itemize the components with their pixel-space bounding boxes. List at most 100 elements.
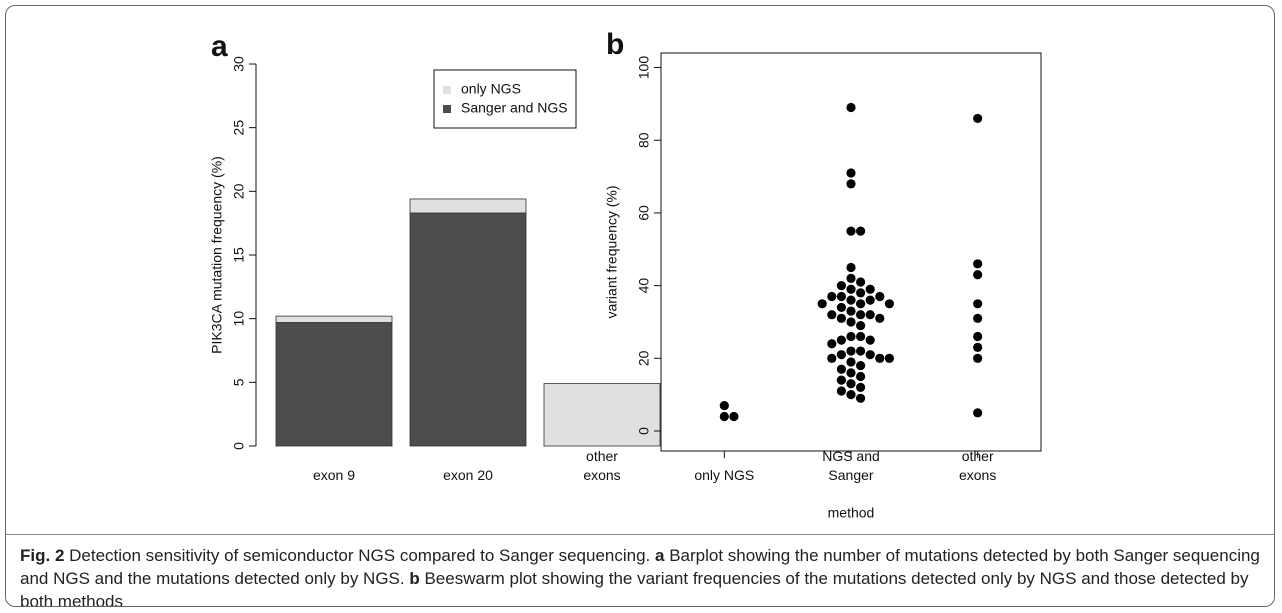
caption-part-label: b [409,569,420,588]
point [846,168,856,178]
caption-part-text: Beeswarm plot showing the variant freque… [20,569,1249,607]
point [836,335,847,345]
point [973,113,983,124]
legend-label: only NGS [461,81,521,97]
point [856,393,866,403]
bar-segment [275,315,393,323]
point [856,382,866,392]
point [973,342,983,353]
y-tick-label: 100 [636,56,652,80]
y-tick-label: 20 [231,183,247,199]
caption-intro: Detection sensitivity of semiconductor N… [69,546,651,565]
point [875,291,885,302]
figure: a PIK3CA mutation frequency (%) 0 5 10 15 20 25… [5,5,1275,607]
caption-label: Fig. 2 [20,546,65,565]
point [836,375,847,385]
y-tick-label: 20 [636,350,652,366]
y-tick-label: 40 [636,278,652,294]
point [865,284,875,294]
point [875,313,885,323]
point [836,291,847,302]
point [856,226,866,236]
caption: Fig. 2 Detection sensitivity of semicond… [20,544,1270,607]
point [865,350,875,360]
y-tick-label: 60 [636,205,652,221]
point [846,379,856,389]
y-axis-label: variant frequency (%) [604,185,620,318]
point [856,277,866,287]
y-axis-label: PIK3CA mutation frequency (%) [209,156,225,354]
point [973,331,983,342]
point [836,350,847,360]
point [836,302,847,313]
x-tick-label: other exons [959,448,996,483]
point [865,310,875,320]
y-tick-label: 15 [231,247,247,263]
point [846,317,856,327]
y-tick-label: 0 [636,427,652,435]
legend-swatch [443,86,451,94]
point [875,353,885,363]
point [836,386,847,396]
point [846,102,856,113]
x-tick-label: only NGS [694,467,754,483]
point [846,346,856,356]
point [856,346,866,356]
bar-segment [275,322,393,447]
point [846,368,856,378]
point [973,270,983,280]
point [719,400,729,411]
point [846,179,856,189]
y-tick-label: 0 [231,442,247,450]
point [856,310,866,320]
point [856,331,866,342]
bar-segment [409,198,527,214]
bar-segment [543,383,661,447]
point [827,291,837,302]
point [846,390,856,400]
point [973,353,983,363]
point [865,335,875,345]
point [836,281,847,291]
point [856,371,866,382]
point [719,411,729,422]
point [973,313,983,323]
legend-swatch [443,105,451,113]
point [973,299,983,309]
panel-label: a [211,30,228,63]
point [973,408,983,418]
x-tick-label: exon 20 [443,467,493,483]
x-tick-label: other exons [583,448,620,483]
point [846,262,856,273]
x-tick-label: exon 9 [313,467,355,483]
point [846,306,856,316]
point [846,357,856,367]
y-tick-label: 10 [231,311,247,327]
y-tick-label: 25 [231,120,247,136]
bar-segment [409,212,527,447]
point [846,295,856,305]
chart-area: a PIK3CA mutation frequency (%) 0 5 10 15 20 25… [209,28,1042,521]
point [846,226,856,236]
y-tick-label: 30 [231,56,247,72]
caption-part-text: Barplot showing the number of mutations … [20,546,1260,588]
legend-box [433,69,577,129]
point [817,299,827,309]
point [856,288,866,298]
point [827,339,837,349]
point [856,360,866,371]
point [836,313,847,323]
point [865,295,875,305]
caption-part-label: a [655,546,665,565]
point [884,353,895,363]
point [827,310,837,320]
point [973,259,983,269]
point [884,299,895,309]
point [729,411,739,422]
point [846,331,856,342]
point [836,364,847,374]
point [827,353,837,363]
point [846,273,856,283]
y-tick-label: 5 [231,378,247,386]
divider [6,534,1274,535]
